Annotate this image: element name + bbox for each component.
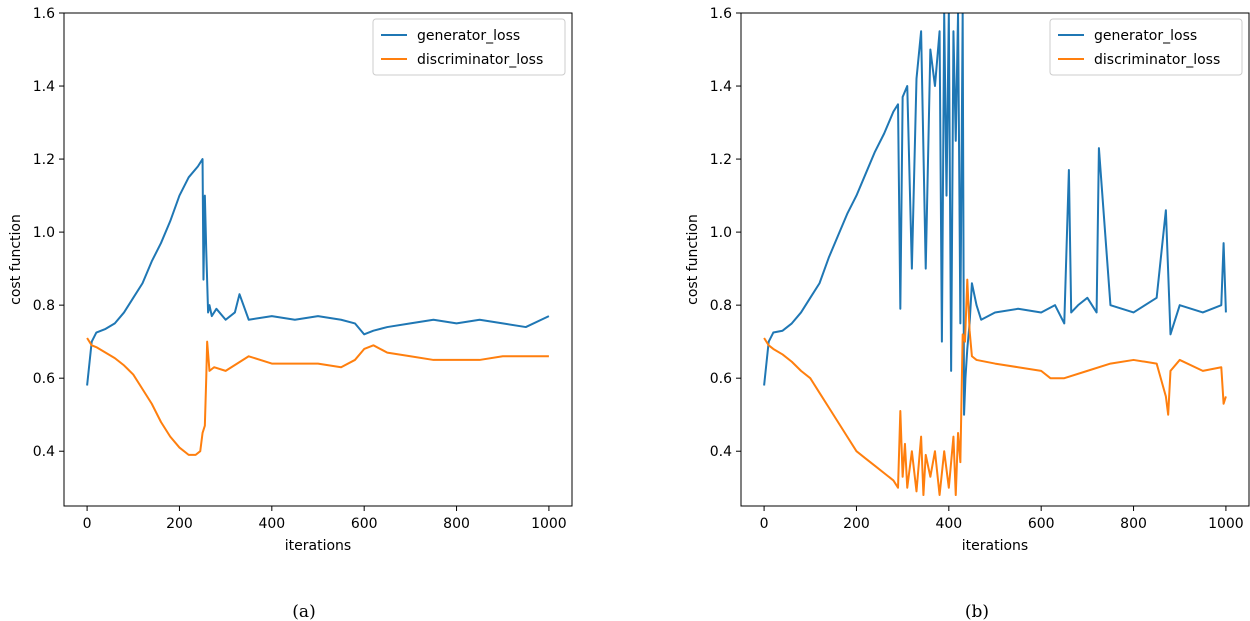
legend-label-discriminator-loss: discriminator_loss <box>417 52 543 68</box>
figure-caption: (b) <box>965 602 989 621</box>
legend-box <box>372 18 566 76</box>
legend-label-generator-loss: generator_loss <box>1094 28 1197 44</box>
x-axis-label: iterations <box>285 538 351 554</box>
x-axis-label: iterations <box>962 538 1028 554</box>
legend-label-generator-loss: generator_loss <box>417 28 520 44</box>
y-axis-label: cost function <box>685 214 701 305</box>
y-tick-label: 1.4 <box>710 79 732 95</box>
chart-panel-a: 0 200 400 600 800 1000 0.4 0.6 0.8 1.0 1.2 1.4 1.6 it… <box>8 6 573 621</box>
legend-box <box>1049 18 1243 76</box>
y-tick-label: 0.8 <box>33 298 55 314</box>
x-tick-label: 400 <box>258 516 285 532</box>
y-tick-label: 1.6 <box>710 6 732 22</box>
series-line-discriminator-loss <box>86 337 549 456</box>
chart-panel-b: 0 200 400 600 800 1000 0.4 0.6 0.8 1.0 1.2 1.4 1.6 it… <box>685 6 1250 621</box>
y-tick-label: 1.6 <box>33 6 55 22</box>
x-tick-label: 600 <box>1028 516 1055 532</box>
x-tick-label: 800 <box>1120 516 1147 532</box>
y-tick-label: 0.4 <box>710 444 732 460</box>
y-tick-label: 1.0 <box>710 225 732 241</box>
x-tick-label: 200 <box>843 516 870 532</box>
y-tick-label: 1.2 <box>710 152 732 168</box>
series-line-discriminator-loss <box>763 278 1227 497</box>
x-tick-label: 0 <box>83 516 92 532</box>
y-tick-label: 0.6 <box>33 371 55 387</box>
figure-caption: (a) <box>292 602 315 621</box>
y-axis-label: cost function <box>8 214 24 305</box>
x-tick-label: 800 <box>443 516 470 532</box>
x-tick-label: 0 <box>760 516 769 532</box>
legend-label-discriminator-loss: discriminator_loss <box>1094 52 1220 68</box>
y-tick-label: 0.8 <box>710 298 732 314</box>
x-tick-label: 1000 <box>531 516 567 532</box>
y-tick-label: 1.0 <box>33 225 55 241</box>
plot-frame <box>63 12 573 507</box>
y-tick-label: 1.4 <box>33 79 55 95</box>
series-line-generator-loss <box>86 158 550 386</box>
y-tick-label: 0.4 <box>33 444 55 460</box>
plot-frame <box>740 12 1250 507</box>
x-tick-label: 400 <box>935 516 962 532</box>
x-tick-label: 1000 <box>1208 516 1244 532</box>
x-tick-label: 200 <box>166 516 193 532</box>
y-tick-label: 1.2 <box>33 152 55 168</box>
y-tick-label: 0.6 <box>710 371 732 387</box>
x-tick-label: 600 <box>351 516 378 532</box>
series-line-generator-loss <box>763 13 1227 416</box>
